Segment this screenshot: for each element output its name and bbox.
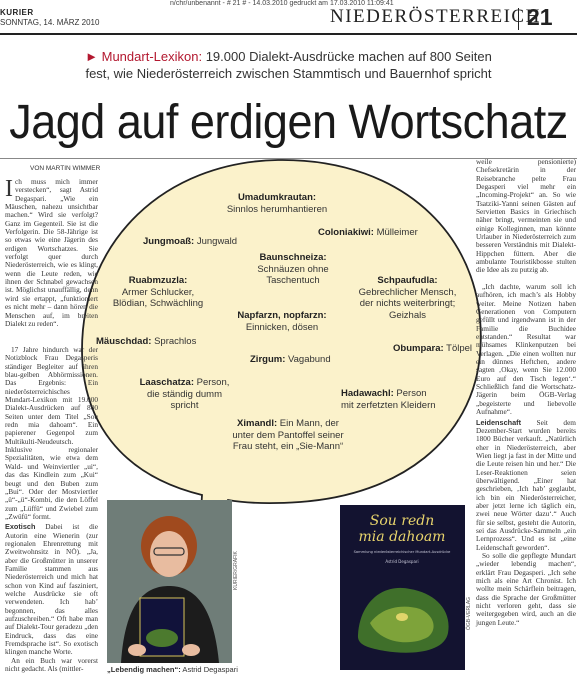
lexicon-entry: Ximandl: Ein Mann, der unter dem Pantoff… [232,418,344,452]
article-paragraph: So solle die gepflegte Mundart „wieder l… [476,551,576,627]
headline-rule [0,158,577,159]
header-rule [0,33,577,35]
book-author: Astrid Degaspari [385,559,418,564]
headline: Jagd auf erdigen Wortschatz [9,93,568,149]
lexicon-entry: Obumpara: Tölpel [393,343,473,354]
kicker-arrow-icon: ► [85,49,98,64]
lexicon-entry: Hadawachl: Person mit zerfetzten Kleider… [341,388,436,411]
kicker-line2: fest, wie Niederösterreich zwischen Stam… [85,66,492,81]
lexicon-entry: Mäuschdad: Sprachlos [96,336,197,347]
subhead-exotisch: Exotisch [5,522,36,532]
page-number: 21 [527,4,553,30]
article-paragraph: ch muss mich immer verstecken“, sagt Ast… [5,177,98,328]
byline: VON MARTIN WIMMER [30,165,101,172]
lexicon-entry: Umadumkrautan: Sinnlos herumhantieren [226,192,328,215]
book-cover: Sou redn mia dahoam Sammlung niederöster… [340,505,465,670]
article-paragraph: 17 Jahre hindurch war der Notizblock Fra… [5,345,98,521]
lexicon-entry: Coloniakiwi: Mülleimer [318,227,418,238]
book-title-line2: mia dahoam [359,529,446,545]
bubble-shape [81,159,482,561]
paper-name: KURIER [0,8,34,17]
book-subtitle: Sammlung niederösterreichischer Mundart-… [354,550,452,554]
subhead-leidenschaft: Leidenschaft [476,417,522,427]
lexicon-entry: Baunschneiza: Schnäuzen ohne Taschentuch [257,252,329,286]
article-column-right: weile pensionierte) Chefsekretärin in de… [476,157,576,275]
lexicon-entry: Napfarzn, nopfarzn: Einnicken, dösen [237,310,327,333]
lexicon-entry: Schpaufudla: Gebrechlicher Mensch, der ni… [358,275,457,321]
article-paragraph: „Ich dachte, warum soll ich aufhören, ic… [476,282,576,417]
article-column-right-cont: „Ich dachte, warum soll ich aufhören, ic… [476,282,576,627]
article-paragraph: Seit dem Dezember-Start wurden bereits 1… [476,417,576,552]
lexicon-entry: Laaschatza: Person, die ständig dumm spr… [139,377,230,411]
article-paragraph: Dabei ist die Autorin eine Wienerin (zur… [5,522,98,657]
photo-credit: KURIER/GRAFIK [233,551,239,590]
print-info: n/chr/unbenannt - # 21 # - 14.03.2010 ge… [170,0,394,7]
drop-cap: I [5,176,13,202]
article-column-left-cont: 17 Jahre hindurch war der Notizblock Fra… [5,345,98,674]
book-title-line1: Sou redn [370,513,434,529]
article-paragraph: weile pensionierte) Chefsekretärin in de… [476,157,576,275]
lexicon-entry: Zirgum: Vagabund [250,354,331,365]
kicker: ► Mundart-Lexikon: 19.000 Dialekt-Ausdrü… [0,48,577,82]
header-divider [518,8,519,30]
kicker-keyword: Mundart-Lexikon: [101,49,203,64]
lexicon-entry: Jungmoaß: Jungwald [143,236,237,247]
photo-caption: „Lebendig machen“: Astrid Degaspari [107,665,238,674]
book-credit: ÖGB-VERLAG [466,596,472,630]
issue-date: SONNTAG, 14. MÄRZ 2010 [0,18,100,27]
section-title: NIEDERÖSTERREICH [330,6,541,27]
article-paragraph: An ein Buch war vorerst nicht gedacht. A… [5,655,98,674]
lexicon-entry: Ruabmzuzla: Armer Schlucker, Blödian, Sch… [112,275,204,309]
book-cover-art: Sou redn mia dahoam Sammlung niederöster… [340,505,465,670]
author-portrait-illustration [107,500,232,663]
kicker-line1: 19.000 Dialekt-Ausdrücke machen auf 800 … [202,49,492,64]
author-photo [107,500,232,663]
speech-bubble [81,159,482,561]
